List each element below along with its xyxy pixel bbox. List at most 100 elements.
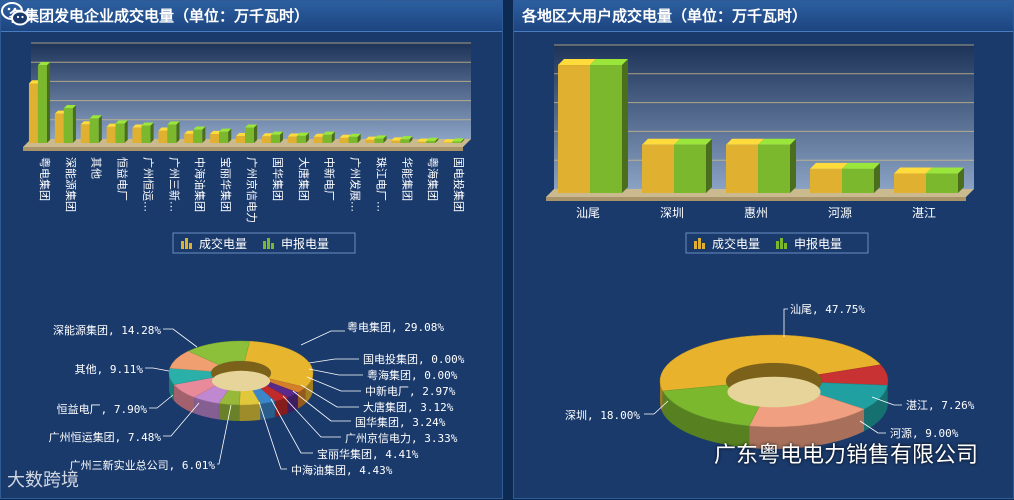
bar xyxy=(590,65,622,193)
pie-chart: 粤电集团, 29.08% 国电投集团, 0.00% 粤海集团, 0.00% 中新电厂,… xyxy=(49,320,465,477)
bar xyxy=(339,137,349,143)
bar xyxy=(106,126,116,143)
bar-side xyxy=(331,131,335,143)
legend-label: 申报电量 xyxy=(281,236,329,251)
bar-top xyxy=(558,59,596,66)
x-tick-label: 汕尾 xyxy=(576,206,600,220)
leader-line xyxy=(163,402,200,437)
bar-top xyxy=(810,162,848,169)
legend: 成交电量 申报电量 xyxy=(172,232,356,254)
bar xyxy=(558,65,590,193)
donut-hole-inner xyxy=(727,376,821,408)
bar xyxy=(810,168,842,193)
x-tick-label: 广州京信电力 xyxy=(245,157,259,223)
bar-side xyxy=(790,138,796,193)
bar-side xyxy=(435,137,439,143)
x-tick-label: 其他 xyxy=(90,157,103,179)
slice-wall xyxy=(305,372,313,404)
x-tick-label: 广州恒运… xyxy=(141,157,154,212)
bar-top xyxy=(894,167,932,174)
slice-label: 国电投集团, 0.00% xyxy=(363,352,465,366)
left-charts: 粤电集团 深能源集团 其他 恒益电厂 广州恒运… 广州三新… 中海油集团 宝丽华集团 广州京信电… xyxy=(23,42,471,477)
bar-side xyxy=(357,133,361,143)
bar-side xyxy=(176,121,180,143)
bar-side xyxy=(72,105,76,143)
bar xyxy=(400,139,410,143)
bar-side xyxy=(305,132,309,143)
x-tick-label: 湛江 xyxy=(912,206,936,220)
leader-line xyxy=(270,398,313,454)
bar-top xyxy=(400,136,413,140)
legend-swatch xyxy=(776,241,779,249)
bar xyxy=(365,139,375,143)
leader-line xyxy=(308,368,363,376)
bar xyxy=(80,124,90,143)
bar-top xyxy=(926,167,964,174)
bar-top xyxy=(322,131,335,135)
bar-top xyxy=(348,133,361,137)
bar-side xyxy=(874,162,880,193)
x-tick-label: 河源 xyxy=(828,206,852,220)
bar-top xyxy=(141,122,154,126)
wechat-icon xyxy=(1,2,29,26)
legend-swatch xyxy=(181,241,184,249)
legend-swatch xyxy=(694,241,697,249)
bar xyxy=(270,134,280,143)
bar xyxy=(219,131,229,143)
bar-side xyxy=(383,135,387,143)
bar-top xyxy=(452,138,465,142)
bar-top xyxy=(674,138,712,145)
bar xyxy=(417,141,427,143)
slice-wall xyxy=(864,385,888,432)
bar xyxy=(758,144,790,193)
legend: 成交电量 申报电量 xyxy=(685,232,869,254)
legend-swatch xyxy=(271,243,274,249)
leader-line xyxy=(282,395,341,438)
slice-wall xyxy=(660,379,663,414)
right-panel: 各地区大用户成交电量（单位：万千瓦时） 汕尾 深圳 惠州 河源 湛江 成交电量 申报电量 汕尾… xyxy=(513,0,1014,499)
bar xyxy=(296,135,306,143)
bar xyxy=(28,83,38,143)
bar xyxy=(115,123,125,143)
left-panel: 各集团发电企业成交电量（单位：万千瓦时） 粤电集团 深能源集团 其他 恒益电厂 广州恒运… xyxy=(0,0,503,499)
leader-line xyxy=(300,330,345,346)
slice-label: 国华集团, 3.24% xyxy=(355,415,446,429)
bar-top xyxy=(590,59,628,66)
watermark-left: 大数跨境 xyxy=(7,470,79,491)
x-tick-label: 粤电集团 xyxy=(38,157,52,201)
slice-wall xyxy=(239,403,261,421)
bar xyxy=(642,144,674,193)
leader-line xyxy=(783,308,788,337)
slice-label: 宝丽华集团, 4.41% xyxy=(317,447,419,461)
x-tick-label: 深能源集团 xyxy=(64,157,78,212)
x-tick-label: 惠州 xyxy=(744,206,768,220)
bar xyxy=(926,173,958,193)
bar-side xyxy=(124,120,128,143)
bar xyxy=(391,140,401,143)
bar-top xyxy=(374,135,387,139)
plot-wall xyxy=(31,43,471,139)
x-tick-label: 大唐集团 xyxy=(297,157,311,201)
legend-swatch xyxy=(185,238,188,249)
bar-side xyxy=(98,115,102,143)
slice-label: 粤海集团, 0.00% xyxy=(367,368,458,382)
leader-line xyxy=(306,376,361,392)
watermark-right: 广东粤电电力销售有限公司 xyxy=(713,443,978,468)
slice-wall xyxy=(887,379,888,408)
x-tick-label: 宝丽华集团 xyxy=(219,157,233,212)
right-panel-title: 各地区大用户成交电量（单位：万千瓦时） xyxy=(514,1,1013,32)
bar xyxy=(210,133,220,143)
legend-swatch xyxy=(780,238,783,249)
slice-wall xyxy=(287,392,298,414)
bar-top xyxy=(167,121,180,125)
bar xyxy=(37,65,47,143)
slice-label: 深能源集团, 14.28% xyxy=(53,323,161,337)
bar xyxy=(63,108,73,143)
x-tick-label: 中海油集团 xyxy=(193,157,207,212)
bar xyxy=(89,118,99,143)
slice-label: 恒益电厂, 7.90% xyxy=(57,402,148,416)
bar-side xyxy=(622,59,628,193)
leader-line xyxy=(217,404,232,465)
bar-side xyxy=(228,128,232,143)
slice-label: 其他, 9.11% xyxy=(75,363,144,376)
